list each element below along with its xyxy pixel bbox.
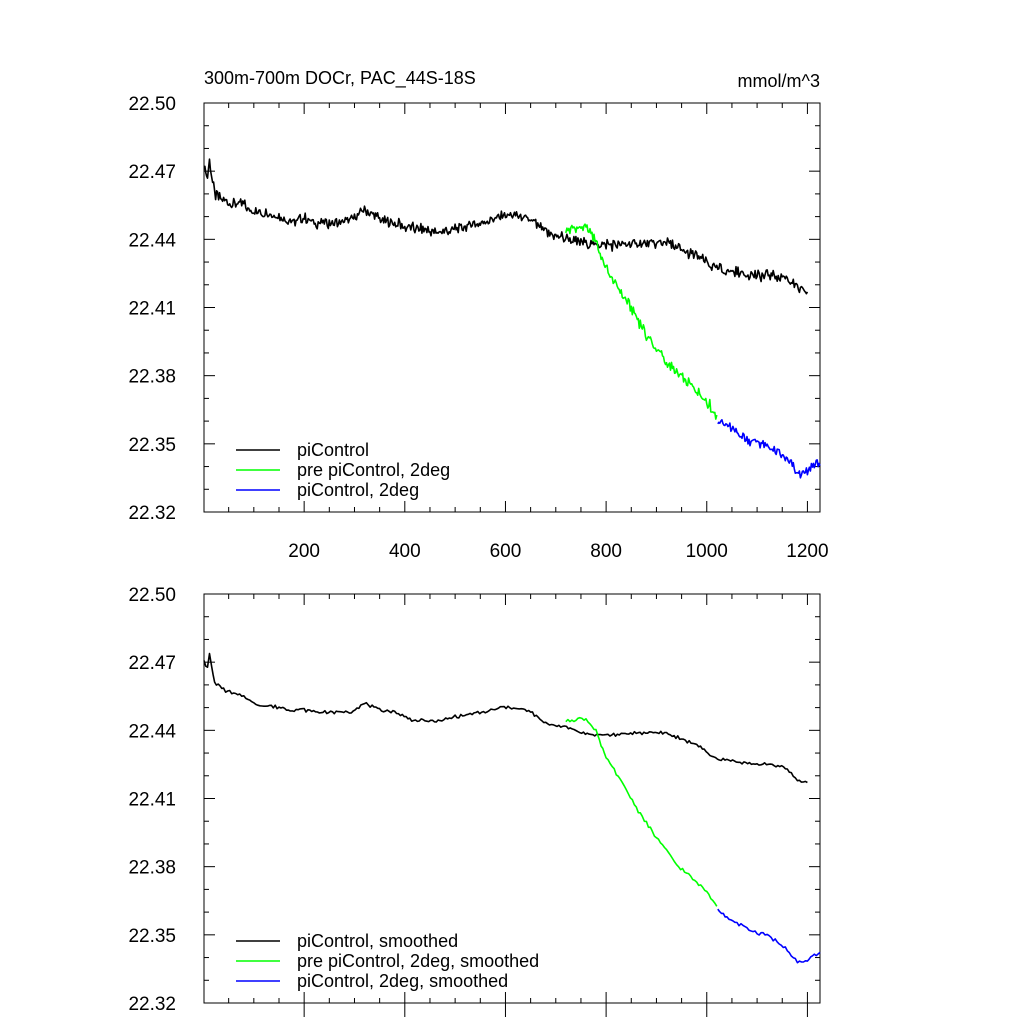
y-tick-label: 22.47 — [128, 653, 176, 674]
legend-label: pre piControl, 2deg, smoothed — [297, 951, 539, 971]
y-axis-ticks: 22.50 22.47 22.44 22.41 22.38 22.35 22.32 — [128, 585, 820, 1015]
legend-label: piControl — [297, 440, 369, 460]
x-axis-ticks — [228, 594, 808, 1017]
y-tick-label: 22.41 — [128, 790, 176, 811]
legend-label: piControl, 2deg — [297, 480, 419, 500]
x-tick-label: 800 — [590, 541, 622, 562]
y-tick-label: 22.32 — [128, 503, 176, 524]
y-tick-label: 22.44 — [128, 721, 176, 742]
x-axis-ticks: 200 400 600 800 1000 1200 — [228, 103, 829, 562]
chart-title: 300m-700m DOCr, PAC_44S-18S — [204, 68, 476, 89]
y-axis-ticks: 22.50 22.47 22.44 22.41 22.38 22.35 22.32 — [128, 94, 820, 524]
series-line — [565, 223, 718, 420]
panel-top: 300m-700m DOCr, PAC_44S-18S mmol/m^3 22.… — [128, 68, 828, 562]
y-tick-label: 22.38 — [128, 858, 176, 879]
series-line — [203, 158, 809, 295]
x-tick-label: 400 — [389, 541, 421, 562]
series-line — [203, 652, 808, 784]
legend-label: piControl, smoothed — [297, 931, 458, 951]
series-line — [717, 419, 821, 479]
units-label: mmol/m^3 — [738, 71, 820, 91]
x-tick-label: 1200 — [786, 541, 828, 562]
y-tick-label: 22.35 — [128, 926, 176, 947]
y-tick-label: 22.44 — [128, 230, 176, 251]
legend-label: piControl, 2deg, smoothed — [297, 971, 508, 991]
y-tick-label: 22.35 — [128, 435, 176, 456]
panel-bottom: 22.50 22.47 22.44 22.41 22.38 22.35 22.32 piCo… — [128, 585, 821, 1017]
y-tick-label: 22.50 — [128, 585, 176, 606]
series-lines — [203, 158, 821, 479]
x-tick-label: 600 — [490, 541, 522, 562]
y-tick-label: 22.47 — [128, 162, 176, 183]
legend-label: pre piControl, 2deg — [297, 460, 450, 480]
x-tick-label: 200 — [288, 541, 320, 562]
y-tick-label: 22.38 — [128, 367, 176, 388]
series-line — [565, 716, 718, 907]
x-tick-label: 1000 — [686, 541, 728, 562]
y-tick-label: 22.41 — [128, 299, 176, 320]
y-tick-label: 22.32 — [128, 994, 176, 1015]
y-tick-label: 22.50 — [128, 94, 176, 115]
series-line — [717, 908, 821, 964]
series-lines — [203, 652, 821, 964]
